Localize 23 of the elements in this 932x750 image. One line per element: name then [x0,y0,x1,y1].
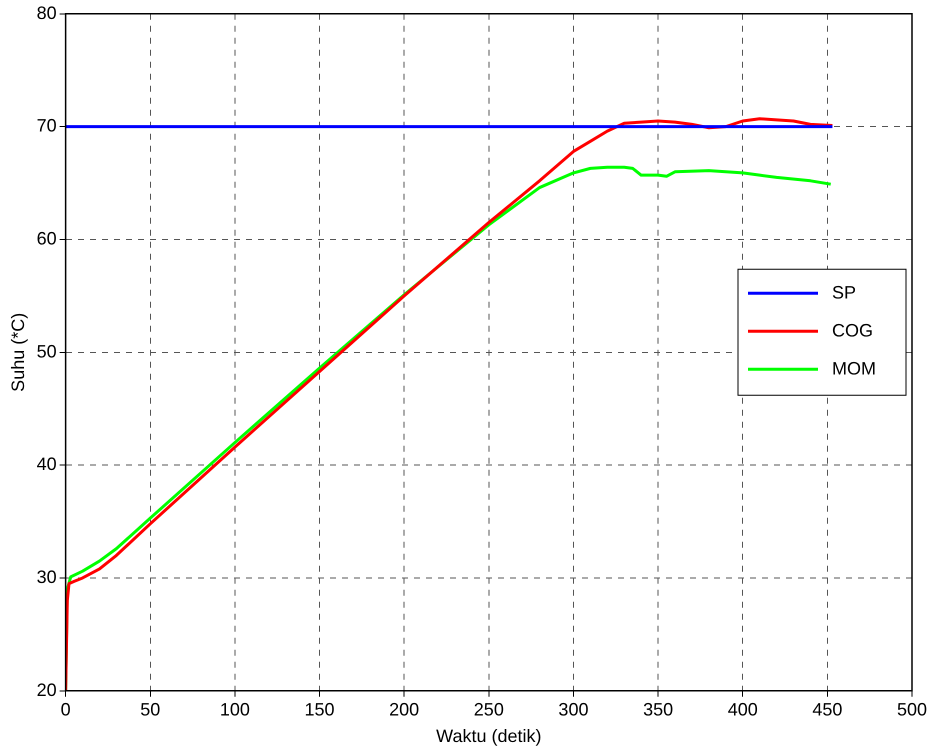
y-tick-label: 80 [36,2,57,23]
x-tick-label: 500 [896,700,928,720]
y-tick-label: 60 [36,228,57,248]
legend-label: SP [832,282,856,302]
x-tick-label: 200 [389,700,420,720]
x-tick-label: 400 [728,700,758,720]
legend-label: MOM [832,358,876,378]
x-tick-label: 250 [474,700,504,720]
x-tick-label: 450 [812,700,842,720]
x-tick-label: 50 [140,700,160,720]
legend-label: COG [832,320,874,340]
x-tick-label: 0 [60,700,71,720]
y-tick-label: 40 [36,454,57,474]
y-tick-label: 70 [36,116,57,136]
y-tick-label: 20 [36,680,57,700]
x-tick-label: 350 [643,700,674,720]
y-tick-label: 50 [36,341,57,362]
y-axis-title: Suhu (*C) [8,312,28,392]
x-axis-title: Waktu (detik) [436,726,542,746]
x-tick-label: 150 [304,700,335,720]
x-tick-label: 300 [558,700,588,720]
x-tick-label: 100 [220,700,250,720]
y-tick-label: 30 [36,566,57,587]
